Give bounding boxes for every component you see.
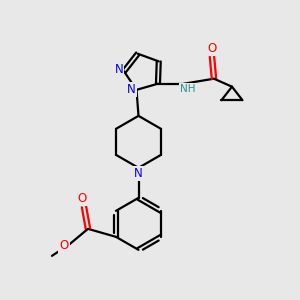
- Text: O: O: [77, 192, 87, 206]
- Text: N: N: [115, 63, 123, 76]
- Text: NH: NH: [180, 84, 196, 94]
- Text: N: N: [127, 83, 136, 96]
- Text: O: O: [207, 42, 217, 55]
- Text: N: N: [134, 167, 143, 180]
- Text: O: O: [59, 239, 69, 252]
